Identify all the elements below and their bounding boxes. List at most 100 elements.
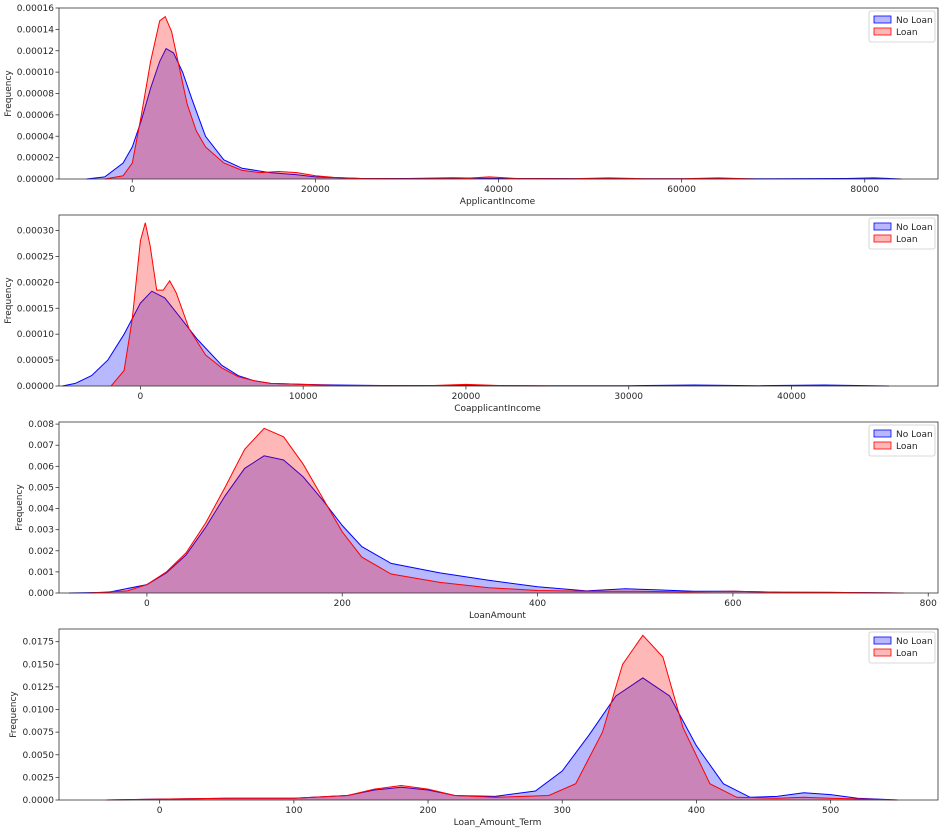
legend-swatch: [873, 27, 892, 36]
y-tick-label: 0.0175: [23, 638, 55, 648]
legend-box: [868, 10, 936, 43]
y-tick-label: 0.00015: [17, 304, 54, 314]
x-axis-label: LoanAmount: [469, 611, 526, 621]
legend-swatch: [873, 429, 892, 438]
legend-swatch: [873, 648, 892, 657]
series-area-no-loan: [68, 455, 899, 593]
legend-label: No Loan: [896, 637, 933, 647]
y-tick-label: 0.000: [28, 589, 54, 599]
y-tick-label: 0.00000: [17, 382, 54, 392]
y-tick-label: 0.00030: [17, 227, 54, 237]
y-tick-label: 0.00010: [17, 330, 54, 340]
y-axis-label: Frequency: [9, 691, 19, 738]
y-tick-label: 0.00004: [17, 132, 54, 142]
y-tick-label: 0.00010: [17, 68, 54, 78]
x-tick-label: 200: [419, 806, 436, 816]
y-tick-label: 0.00020: [17, 278, 54, 288]
series-line-no-loan: [68, 455, 899, 594]
x-tick-label: 300: [554, 806, 571, 816]
y-tick-label: 0.00000: [17, 175, 54, 185]
y-tick-label: 0.001: [28, 568, 54, 578]
y-tick-label: 0.00025: [17, 252, 54, 262]
x-tick-label: 0: [144, 599, 150, 609]
x-tick-label: 20000: [452, 392, 481, 402]
x-tick-label: 500: [822, 806, 839, 816]
x-tick-label: 40000: [484, 185, 513, 195]
x-tick-label: 800: [920, 599, 937, 609]
x-tick-label: 80000: [850, 185, 879, 195]
legend: No Loan Loan: [868, 10, 936, 43]
legend-label: No Loan: [896, 223, 933, 233]
y-tick-label: 0.00005: [17, 356, 54, 366]
y-tick-label: 0.00012: [17, 47, 54, 57]
legend-swatch: [873, 441, 892, 450]
legend: No Loan Loan: [868, 424, 936, 457]
x-tick-label: 40000: [777, 392, 806, 402]
x-tick-label: 200: [334, 599, 351, 609]
axes-frame: [58, 214, 939, 387]
y-tick-label: 0.0075: [23, 728, 55, 738]
y-tick-label: 0.004: [28, 505, 54, 515]
series-area-loan: [104, 16, 755, 179]
legend-swatch: [873, 15, 892, 24]
y-tick-label: 0.0100: [23, 706, 55, 716]
axes-frame: [58, 628, 939, 801]
legend: No Loan Loan: [868, 631, 936, 664]
x-tick-label: 0: [138, 392, 144, 402]
series-line-loan: [105, 634, 898, 801]
y-tick-label: 0.003: [28, 526, 54, 536]
y-tick-label: 0.006: [28, 462, 54, 472]
legend-label: Loan: [896, 442, 918, 452]
y-tick-label: 0.0125: [23, 683, 55, 693]
y-axis-label: Frequency: [4, 70, 14, 117]
x-axis-label: Loan_Amount_Term: [454, 818, 542, 828]
y-axis-label: Frequency: [4, 277, 14, 324]
x-tick-label: 0: [129, 185, 135, 195]
legend-swatch: [873, 222, 892, 231]
y-tick-label: 0.00008: [17, 90, 54, 100]
series-area-no-loan: [106, 677, 898, 800]
x-axis-label: ApplicantIncome: [460, 197, 536, 207]
y-tick-label: 0.002: [28, 547, 54, 557]
legend-label: No Loan: [896, 430, 933, 440]
legend-label: Loan: [896, 649, 918, 659]
x-tick-label: 60000: [667, 185, 696, 195]
legend-swatch: [873, 636, 892, 645]
legend-label: Loan: [896, 28, 918, 38]
x-axis-label: CoapplicantIncome: [454, 404, 541, 414]
series-area-loan: [106, 635, 898, 800]
legend: No Loan Loan: [868, 217, 936, 250]
legend-label: No Loan: [896, 16, 933, 26]
series-line-loan: [104, 15, 755, 180]
y-tick-label: 0.007: [28, 441, 54, 451]
axes-frame: [58, 421, 939, 594]
x-tick-label: 600: [724, 599, 741, 609]
y-tick-label: 0.00014: [17, 25, 54, 35]
legend-box: [868, 631, 936, 664]
subplot-4: 0 100 200 300 400 500 0.0000 0.0025 0.0050 0.0075…: [9, 628, 939, 828]
legend-label: Loan: [896, 235, 918, 245]
y-tick-label: 0.0000: [23, 796, 55, 806]
y-tick-label: 0.0050: [23, 751, 55, 761]
series-area-no-loan: [86, 48, 902, 179]
x-tick-label: 10000: [289, 392, 318, 402]
x-tick-label: 400: [529, 599, 546, 609]
x-tick-label: 30000: [614, 392, 643, 402]
legend-swatch: [873, 234, 892, 243]
subplot-2: 0 10000 20000 30000 40000 0.00000 0.00005 0.000…: [4, 214, 939, 414]
y-axis-label: Frequency: [15, 484, 25, 531]
y-tick-label: 0.0025: [23, 773, 55, 783]
y-tick-label: 0.00016: [17, 4, 54, 14]
subplot-3: 0 200 400 600 800 0.000 0.001 0.002 0.003 0.004 0.…: [15, 420, 939, 621]
y-tick-label: 0.00006: [17, 111, 54, 121]
x-tick-label: 20000: [301, 185, 330, 195]
series-area-loan: [111, 222, 548, 386]
series-line-loan: [88, 427, 904, 594]
subplot-1: 0 20000 40000 60000 80000 0.00000 0.00002 0.000…: [4, 4, 939, 207]
y-tick-label: 0.0150: [23, 660, 55, 670]
y-tick-label: 0.008: [28, 420, 54, 430]
x-tick-label: 100: [285, 806, 302, 816]
legend-box: [868, 424, 936, 457]
x-tick-label: 0: [157, 806, 163, 816]
x-tick-label: 400: [688, 806, 705, 816]
